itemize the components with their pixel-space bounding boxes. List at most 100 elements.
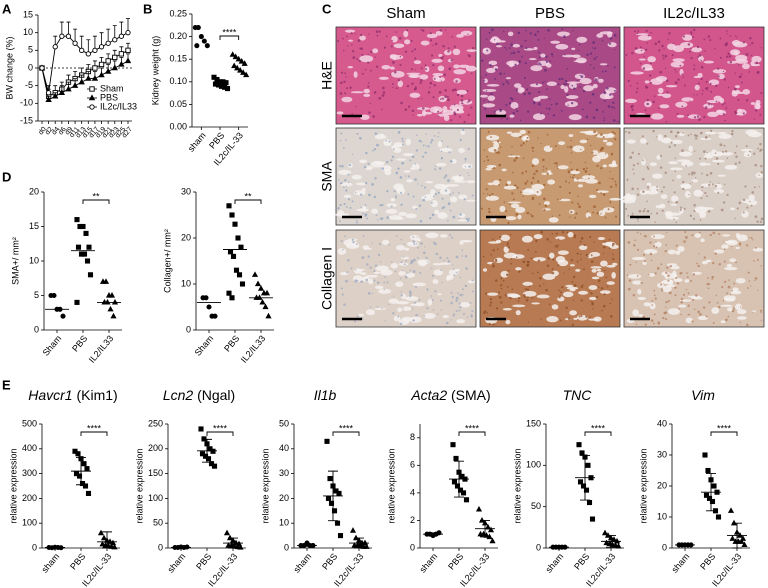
nucleus bbox=[537, 38, 540, 41]
nucleus bbox=[645, 48, 648, 51]
tubule bbox=[446, 274, 454, 280]
nucleus bbox=[532, 176, 535, 180]
nucleus bbox=[753, 152, 756, 155]
nucleus bbox=[360, 206, 362, 208]
tubule bbox=[734, 50, 739, 56]
tubule bbox=[557, 165, 569, 170]
chart-title: Lcn2 (Ngal) bbox=[163, 387, 235, 403]
nucleus bbox=[627, 287, 631, 291]
marker bbox=[328, 500, 335, 506]
nucleus bbox=[659, 166, 663, 169]
y-tick-label: 20 bbox=[29, 186, 39, 196]
tubule bbox=[717, 174, 726, 177]
nucleus bbox=[717, 75, 720, 78]
y-tick-label: 0 bbox=[662, 542, 667, 552]
tubule bbox=[574, 73, 586, 80]
nucleus bbox=[760, 92, 763, 95]
nucleus bbox=[667, 200, 670, 203]
nucleus bbox=[414, 163, 417, 165]
nucleus bbox=[447, 260, 451, 263]
tubule bbox=[466, 180, 476, 184]
nucleus bbox=[537, 259, 541, 262]
nucleus bbox=[596, 188, 599, 191]
tubule bbox=[721, 244, 729, 250]
nucleus bbox=[443, 73, 447, 77]
significance-label: **** bbox=[222, 27, 237, 37]
tubule bbox=[521, 235, 533, 243]
nucleus bbox=[540, 142, 542, 144]
nucleus bbox=[607, 64, 609, 67]
sd-bar bbox=[606, 535, 616, 548]
title-note: (Ngal) bbox=[197, 387, 235, 403]
nucleus bbox=[613, 66, 616, 69]
nucleus bbox=[369, 266, 372, 269]
nucleus bbox=[362, 212, 364, 215]
nucleus bbox=[385, 160, 389, 164]
x-tick-label: d2 bbox=[44, 126, 54, 137]
marker bbox=[97, 529, 105, 536]
nucleus bbox=[361, 256, 365, 259]
marker bbox=[336, 490, 342, 496]
nucleus bbox=[752, 311, 754, 313]
nucleus bbox=[431, 267, 433, 270]
nucleus bbox=[404, 50, 408, 53]
nucleus bbox=[615, 186, 617, 188]
nucleus bbox=[595, 108, 599, 112]
nucleus bbox=[375, 65, 379, 68]
nucleus bbox=[407, 272, 409, 274]
nucleus bbox=[412, 195, 415, 198]
nucleus bbox=[411, 50, 414, 53]
tubule bbox=[713, 95, 723, 102]
marker bbox=[235, 55, 242, 62]
nucleus bbox=[467, 113, 470, 117]
tubule bbox=[568, 134, 574, 137]
tubule bbox=[535, 189, 542, 196]
nucleus bbox=[677, 131, 680, 134]
nucleus bbox=[589, 144, 592, 147]
nucleus bbox=[698, 253, 700, 255]
tubule bbox=[602, 164, 607, 168]
nucleus bbox=[642, 190, 645, 193]
nucleus bbox=[508, 47, 511, 49]
nucleus bbox=[556, 246, 558, 248]
nucleus bbox=[596, 164, 599, 168]
tubule bbox=[630, 71, 644, 75]
nucleus bbox=[594, 47, 597, 50]
tubule bbox=[572, 145, 585, 153]
tubule bbox=[711, 307, 720, 314]
tubule bbox=[673, 277, 683, 283]
nucleus bbox=[360, 47, 363, 51]
nucleus bbox=[723, 78, 726, 81]
nucleus bbox=[706, 152, 709, 154]
nucleus bbox=[551, 215, 554, 217]
nucleus bbox=[631, 108, 634, 111]
nucleus bbox=[388, 243, 390, 246]
nucleus bbox=[395, 196, 398, 199]
nucleus bbox=[580, 148, 582, 151]
tubule bbox=[460, 239, 473, 243]
tubule bbox=[642, 261, 647, 266]
nucleus bbox=[699, 313, 702, 316]
nucleus bbox=[550, 53, 554, 56]
significance-bracket bbox=[332, 431, 360, 436]
nucleus bbox=[759, 220, 762, 223]
nucleus bbox=[363, 165, 367, 169]
nucleus bbox=[707, 210, 711, 213]
tubule bbox=[597, 236, 606, 241]
nucleus bbox=[578, 205, 581, 209]
tubule bbox=[540, 53, 546, 58]
nucleus bbox=[570, 152, 573, 154]
nucleus bbox=[566, 93, 569, 97]
nucleus bbox=[505, 103, 508, 106]
tubule bbox=[661, 285, 672, 293]
sd-bar bbox=[328, 470, 338, 522]
nucleus bbox=[404, 275, 408, 279]
tubule bbox=[406, 179, 413, 183]
tubule bbox=[517, 214, 522, 220]
nucleus bbox=[702, 89, 704, 92]
tubule bbox=[681, 160, 694, 167]
nucleus bbox=[653, 294, 656, 297]
nucleus bbox=[449, 193, 452, 196]
tubule bbox=[486, 83, 500, 87]
nucleus bbox=[500, 277, 503, 280]
